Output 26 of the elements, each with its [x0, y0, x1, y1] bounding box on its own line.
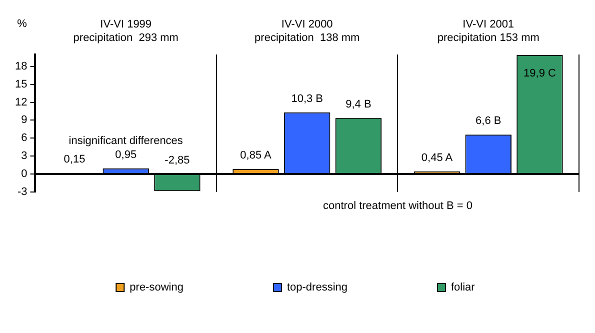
y-axis-title: %: [17, 18, 28, 30]
data-label: -2,85: [164, 154, 190, 167]
data-label: 19,9 C: [524, 68, 556, 80]
data-label: 6,6 B: [476, 115, 502, 128]
data-label: 9,4 B: [346, 98, 372, 110]
text: control treatment without B = 0: [322, 200, 472, 212]
y-tick-label: 3: [21, 150, 28, 162]
data-label: 10,3 B: [291, 92, 324, 105]
y-tick-label: 15: [14, 78, 28, 90]
y-tick-label: 18: [14, 60, 28, 72]
legend-label: top-dressing: [286, 282, 348, 294]
y-tick-label: 0: [21, 168, 28, 180]
y-tick-label: 9: [21, 114, 28, 126]
data-label: 0,15: [64, 154, 86, 166]
x-tick-label: IV-VI 1999 precipitation 293 mm: [73, 18, 178, 44]
data-label: 0,45 A: [421, 152, 454, 164]
legend-label: pre-sowing: [130, 282, 184, 294]
x-tick-label: IV-VI 2001 precipitation 153 mm: [437, 18, 540, 44]
annotation: insignificant differences: [68, 135, 184, 148]
data-label: 0,95: [115, 148, 137, 161]
data-label: 0,85 A: [240, 150, 272, 162]
y-tick-label: 12: [14, 96, 28, 108]
y-tick-label: -3: [17, 186, 28, 198]
legend-label: foliar: [450, 282, 476, 294]
x-tick-label: IV-VI 2000 precipitation 138 mm: [254, 18, 360, 44]
y-tick-label: 6: [21, 132, 28, 144]
